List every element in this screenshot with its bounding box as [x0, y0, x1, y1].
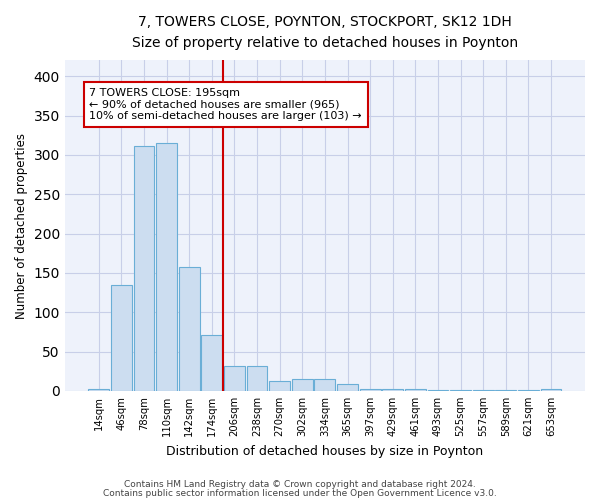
- Bar: [473, 390, 494, 391]
- Bar: [179, 268, 200, 391]
- Bar: [292, 379, 313, 391]
- Bar: [224, 366, 245, 391]
- Text: Contains HM Land Registry data © Crown copyright and database right 2024.: Contains HM Land Registry data © Crown c…: [124, 480, 476, 489]
- X-axis label: Distribution of detached houses by size in Poynton: Distribution of detached houses by size …: [166, 444, 484, 458]
- Text: Contains public sector information licensed under the Open Government Licence v3: Contains public sector information licen…: [103, 489, 497, 498]
- Bar: [382, 390, 403, 391]
- Title: 7, TOWERS CLOSE, POYNTON, STOCKPORT, SK12 1DH
Size of property relative to detac: 7, TOWERS CLOSE, POYNTON, STOCKPORT, SK1…: [132, 15, 518, 50]
- Bar: [541, 390, 562, 391]
- Bar: [111, 284, 132, 391]
- Bar: [496, 390, 516, 391]
- Bar: [518, 390, 539, 391]
- Bar: [269, 380, 290, 391]
- Bar: [247, 366, 268, 391]
- Bar: [405, 390, 426, 391]
- Bar: [428, 390, 448, 391]
- Y-axis label: Number of detached properties: Number of detached properties: [15, 132, 28, 318]
- Bar: [337, 384, 358, 391]
- Bar: [156, 143, 177, 391]
- Bar: [88, 388, 109, 391]
- Bar: [134, 146, 154, 391]
- Bar: [450, 390, 471, 391]
- Text: 7 TOWERS CLOSE: 195sqm
← 90% of detached houses are smaller (965)
10% of semi-de: 7 TOWERS CLOSE: 195sqm ← 90% of detached…: [89, 88, 362, 121]
- Bar: [202, 335, 222, 391]
- Bar: [314, 379, 335, 391]
- Bar: [360, 388, 380, 391]
